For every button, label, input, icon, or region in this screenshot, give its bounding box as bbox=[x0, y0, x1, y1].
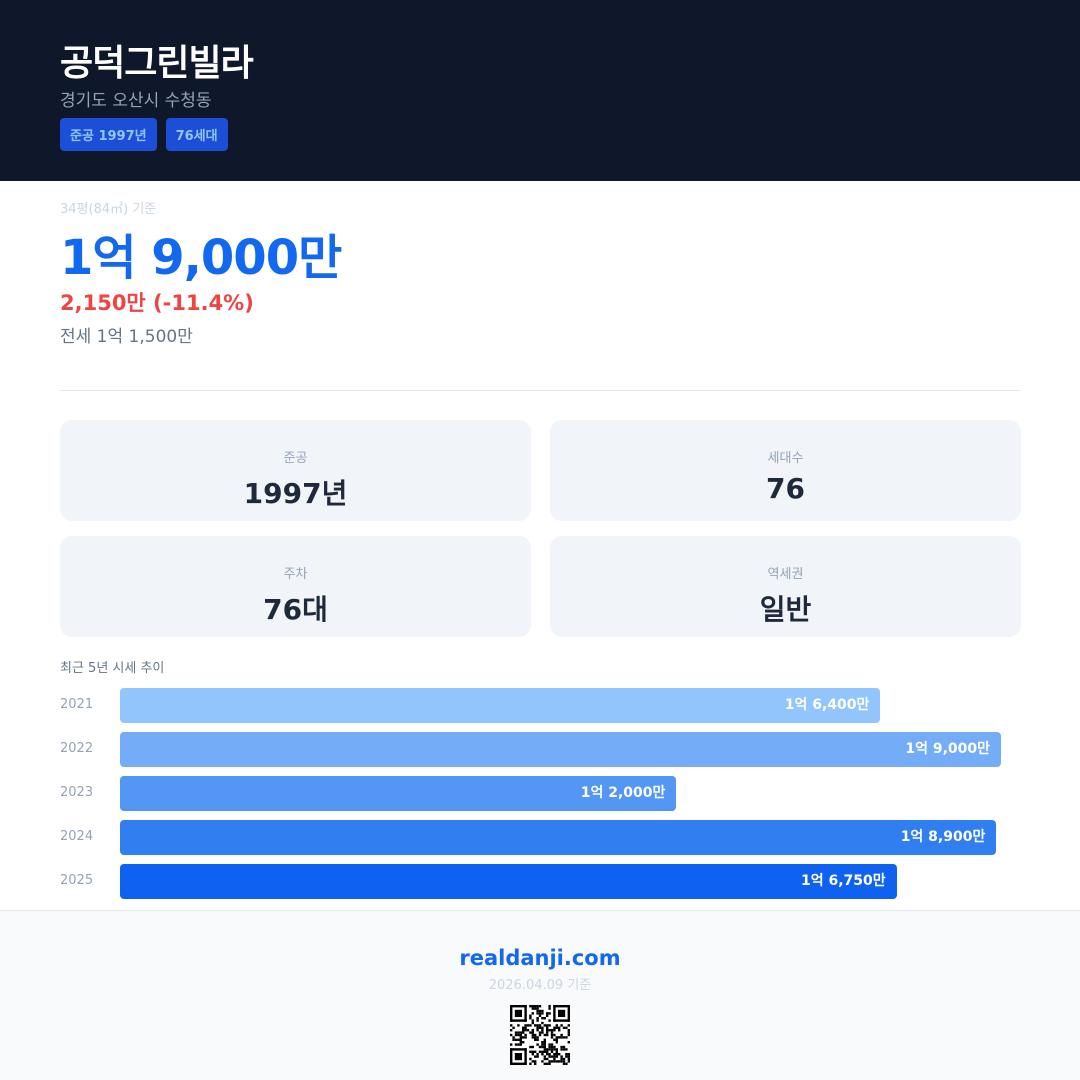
year-label: 2021 bbox=[60, 697, 94, 712]
qr-code-icon bbox=[510, 1005, 570, 1065]
data-date: 2026.04.09 기준 bbox=[488, 978, 592, 993]
card-label: 주차 bbox=[283, 567, 308, 582]
jeonse-price: 전세 1억 1,500만 bbox=[60, 327, 193, 347]
address: 경기도 오산시 수청동 bbox=[60, 91, 212, 111]
bar-2022: 1억 9,000만 bbox=[120, 732, 1001, 767]
footer: realdanji.com 2026.04.09 기준 bbox=[0, 910, 1080, 1080]
bar-2023: 1억 2,000만 bbox=[120, 776, 677, 811]
site-link[interactable]: realdanji.com bbox=[459, 946, 621, 970]
badge-households: 76세대 bbox=[165, 118, 228, 151]
year-label: 2023 bbox=[60, 785, 94, 800]
complex-title: 공덕그린빌라 bbox=[60, 43, 254, 84]
card-built: 준공 1997년 bbox=[60, 420, 531, 521]
year-label: 2025 bbox=[60, 873, 94, 888]
price-basis: 34평(84㎡) 기준 bbox=[60, 202, 157, 217]
chart-title: 최근 5년 시세 추이 bbox=[60, 661, 165, 676]
bar-2025: 1억 6,750만 bbox=[120, 864, 897, 899]
card-label: 준공 bbox=[283, 451, 308, 466]
card-label: 세대수 bbox=[767, 451, 804, 466]
card-value: 76대 bbox=[263, 593, 328, 626]
bar-2024: 1억 8,900만 bbox=[120, 820, 997, 855]
year-label: 2022 bbox=[60, 741, 94, 756]
price-value: 1억 9,000만 bbox=[60, 230, 342, 286]
card-value: 1997년 bbox=[243, 477, 348, 510]
bar-2021: 1억 6,400만 bbox=[120, 688, 881, 723]
card-households: 세대수 76 bbox=[550, 420, 1021, 521]
year-label: 2024 bbox=[60, 829, 94, 844]
card-label: 역세권 bbox=[767, 567, 804, 582]
price-change: 2,150만 (-11.4%) bbox=[60, 291, 254, 315]
card-value: 일반 bbox=[759, 593, 812, 626]
card-parking: 주차 76대 bbox=[60, 536, 531, 637]
card-value: 76 bbox=[766, 472, 805, 505]
divider bbox=[60, 390, 1020, 391]
badge-built-year: 준공 1997년 bbox=[60, 118, 157, 151]
header: 공덕그린빌라 경기도 오산시 수청동 준공 1997년 76세대 bbox=[0, 0, 1080, 181]
